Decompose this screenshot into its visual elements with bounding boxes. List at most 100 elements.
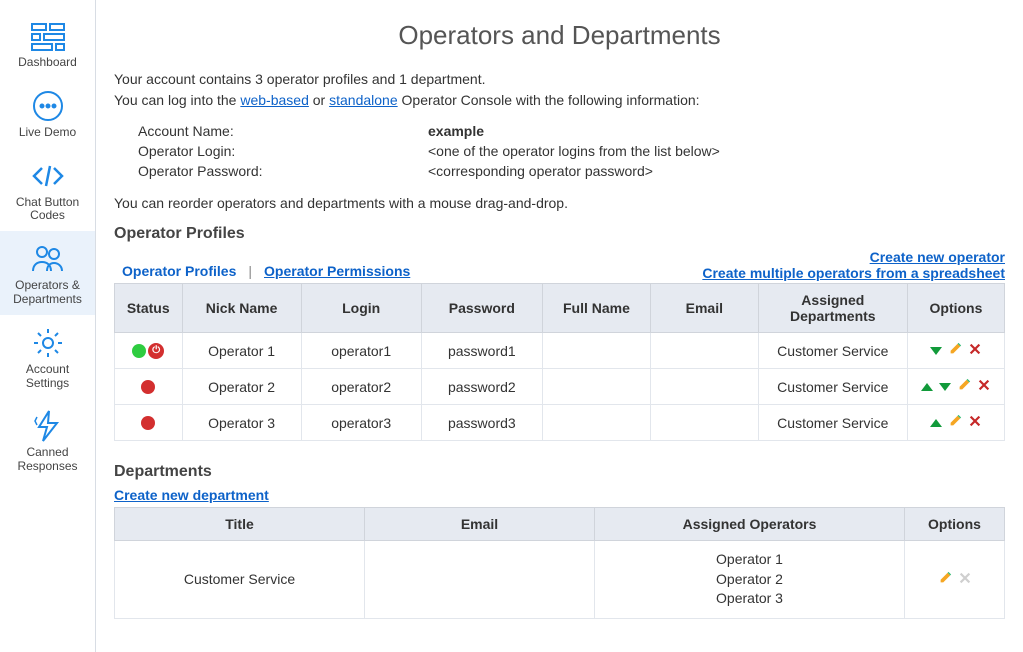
cell-email bbox=[650, 405, 758, 441]
table-row[interactable]: ⏻ Operator 1operator1password1 Customer Se… bbox=[115, 333, 1005, 369]
operator-login-label: Operator Login: bbox=[138, 143, 428, 159]
sidebar-item-chat-button-codes[interactable]: Chat Button Codes bbox=[0, 148, 95, 232]
gear-icon bbox=[28, 325, 68, 361]
account-name-value: example bbox=[428, 123, 484, 139]
table-row[interactable]: Customer Service Operator 1Operator 2Oper… bbox=[115, 541, 1005, 619]
account-name-label: Account Name: bbox=[138, 123, 428, 139]
move-up-icon[interactable] bbox=[921, 383, 933, 391]
th-login: Login bbox=[301, 284, 421, 333]
edit-icon[interactable] bbox=[938, 571, 952, 588]
chat-icon bbox=[28, 88, 68, 124]
delete-icon[interactable] bbox=[968, 414, 982, 431]
code-icon bbox=[28, 158, 68, 194]
table-row[interactable]: Operator 2operator2password2Customer Ser… bbox=[115, 369, 1005, 405]
th-dept-title: Title bbox=[115, 508, 365, 541]
intro-or: or bbox=[309, 92, 329, 108]
sidebar: Dashboard Live Demo Chat Button Codes Opera… bbox=[0, 0, 96, 652]
cell-full bbox=[543, 369, 651, 405]
operator-tabs: Operator Profiles | Operator Permissions bbox=[114, 257, 418, 281]
sidebar-item-label: Dashboard bbox=[18, 56, 77, 70]
cell-password: password1 bbox=[421, 333, 542, 369]
assigned-operator: Operator 1 bbox=[601, 550, 898, 570]
sidebar-item-account-settings[interactable]: Account Settings bbox=[0, 315, 95, 399]
assigned-operator: Operator 2 bbox=[601, 570, 898, 590]
intro-suffix: Operator Console with the following info… bbox=[398, 92, 700, 108]
th-assigned-operators: Assigned Operators bbox=[595, 508, 905, 541]
edit-icon[interactable] bbox=[948, 342, 962, 359]
operator-profiles-heading: Operator Profiles bbox=[114, 225, 1005, 243]
delete-icon[interactable] bbox=[968, 342, 982, 359]
operator-login-value: <one of the operator logins from the lis… bbox=[428, 143, 720, 159]
cell-nick: Operator 1 bbox=[182, 333, 301, 369]
cell-full bbox=[543, 333, 651, 369]
cell-assigned-operators: Operator 1Operator 2Operator 3 bbox=[595, 541, 905, 619]
bolt-icon bbox=[28, 408, 68, 444]
th-email: Email bbox=[650, 284, 758, 333]
dashboard-icon bbox=[28, 18, 68, 54]
th-assigned-departments: Assigned Departments bbox=[758, 284, 907, 333]
cell-dept: Customer Service bbox=[758, 333, 907, 369]
intro-block: Your account contains 3 operator profile… bbox=[114, 69, 1005, 111]
sidebar-item-operators-departments[interactable]: Operators & Departments bbox=[0, 231, 95, 315]
sidebar-item-label: Live Demo bbox=[19, 126, 76, 140]
cell-email bbox=[650, 333, 758, 369]
cell-password: password3 bbox=[421, 405, 542, 441]
status-dot-icon bbox=[132, 344, 146, 358]
cell-dept-email bbox=[365, 541, 595, 619]
assigned-operator: Operator 3 bbox=[601, 589, 898, 609]
sidebar-item-live-demo[interactable]: Live Demo bbox=[0, 78, 95, 148]
login-info: Account Name: example Operator Login: <o… bbox=[138, 121, 1005, 181]
departments-table: Title Email Assigned Operators Options C… bbox=[114, 507, 1005, 619]
tab-operator-profiles[interactable]: Operator Profiles bbox=[122, 263, 236, 279]
status-dot-icon bbox=[141, 416, 155, 430]
cell-email bbox=[650, 369, 758, 405]
status-dot-icon bbox=[141, 380, 155, 394]
standalone-link[interactable]: standalone bbox=[329, 92, 398, 108]
cell-nick: Operator 3 bbox=[182, 405, 301, 441]
th-status: Status bbox=[115, 284, 183, 333]
move-down-icon[interactable] bbox=[930, 347, 942, 355]
sidebar-item-dashboard[interactable]: Dashboard bbox=[0, 8, 95, 78]
cell-login: operator2 bbox=[301, 369, 421, 405]
page-title: Operators and Departments bbox=[114, 20, 1005, 51]
delete-icon bbox=[958, 571, 972, 588]
cell-dept: Customer Service bbox=[758, 405, 907, 441]
sidebar-item-label: Chat Button Codes bbox=[4, 196, 91, 224]
th-options: Options bbox=[907, 284, 1004, 333]
move-down-icon[interactable] bbox=[939, 383, 951, 391]
create-new-operator-link[interactable]: Create new operator bbox=[702, 249, 1005, 265]
table-row[interactable]: Operator 3operator3password3 Customer Ser… bbox=[115, 405, 1005, 441]
intro-prefix: You can log into the bbox=[114, 92, 240, 108]
th-dept-email: Email bbox=[365, 508, 595, 541]
operator-password-label: Operator Password: bbox=[138, 163, 428, 179]
th-nick-name: Nick Name bbox=[182, 284, 301, 333]
departments-heading: Departments bbox=[114, 463, 1005, 481]
cell-nick: Operator 2 bbox=[182, 369, 301, 405]
th-full-name: Full Name bbox=[543, 284, 651, 333]
create-multiple-operators-link[interactable]: Create multiple operators from a spreads… bbox=[702, 265, 1005, 281]
create-new-department-link[interactable]: Create new department bbox=[114, 487, 269, 503]
move-up-icon[interactable] bbox=[930, 419, 942, 427]
tab-separator: | bbox=[248, 263, 252, 279]
cell-dept-title: Customer Service bbox=[115, 541, 365, 619]
cell-login: operator3 bbox=[301, 405, 421, 441]
edit-icon[interactable] bbox=[948, 414, 962, 431]
power-icon: ⏻ bbox=[148, 343, 164, 359]
edit-icon[interactable] bbox=[957, 378, 971, 395]
operator-password-value: <corresponding operator password> bbox=[428, 163, 653, 179]
th-password: Password bbox=[421, 284, 542, 333]
tab-operator-permissions[interactable]: Operator Permissions bbox=[264, 263, 410, 279]
web-based-link[interactable]: web-based bbox=[240, 92, 309, 108]
th-dept-options: Options bbox=[905, 508, 1005, 541]
sidebar-item-label: Canned Responses bbox=[4, 446, 91, 474]
cell-full bbox=[543, 405, 651, 441]
operator-create-links: Create new operator Create multiple oper… bbox=[702, 249, 1005, 281]
sidebar-item-canned-responses[interactable]: Canned Responses bbox=[0, 398, 95, 482]
intro-line-2: You can log into the web-based or standa… bbox=[114, 90, 1005, 111]
intro-line-1: Your account contains 3 operator profile… bbox=[114, 69, 1005, 90]
cell-login: operator1 bbox=[301, 333, 421, 369]
sidebar-item-label: Account Settings bbox=[4, 363, 91, 391]
delete-icon[interactable] bbox=[977, 378, 991, 395]
operators-table: Status Nick Name Login Password Full Nam… bbox=[114, 283, 1005, 441]
main-content: Operators and Departments Your account c… bbox=[96, 0, 1023, 652]
